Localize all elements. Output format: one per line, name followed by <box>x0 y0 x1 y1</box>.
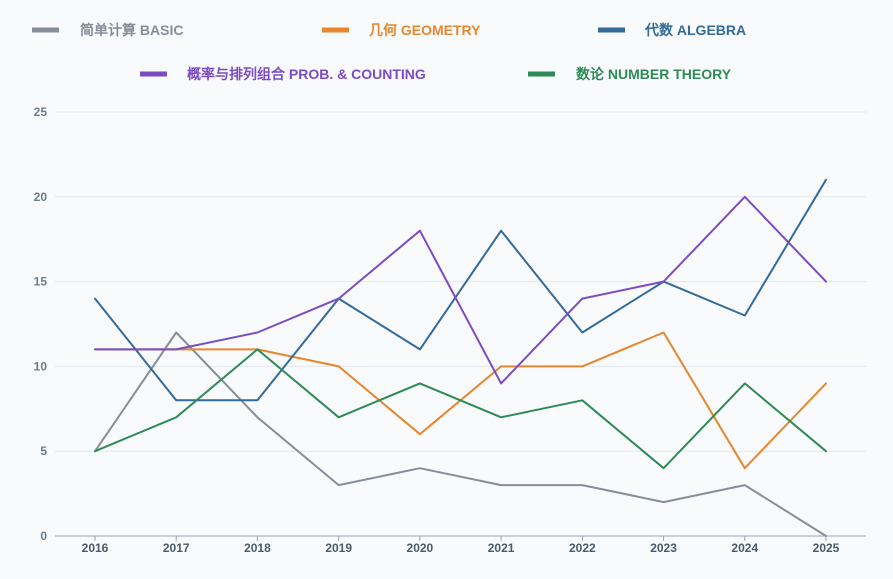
legend-swatch <box>322 27 349 33</box>
series-line-4 <box>94 348 827 470</box>
gridlines <box>55 111 866 452</box>
legend-label: 几何 GEOMETRY <box>369 22 481 38</box>
y-tick-label: 25 <box>34 105 48 119</box>
series-lines <box>94 178 827 537</box>
y-tick-label: 20 <box>34 190 48 204</box>
x-tick-label: 2016 <box>82 541 109 555</box>
legend: 简单计算 BASIC 几何 GEOMETRY 代数 ALGEBRA 概率与排列组合 P… <box>32 22 746 82</box>
legend-label: 代数 ALGEBRA <box>644 22 746 38</box>
x-tick-label: 2018 <box>244 541 271 555</box>
legend-swatch <box>528 71 555 77</box>
x-tick-label: 2020 <box>407 541 434 555</box>
series-line-2 <box>94 178 827 402</box>
series-line-3 <box>94 195 827 385</box>
x-tick-label: 2017 <box>163 541 190 555</box>
x-tick-label: 2019 <box>325 541 352 555</box>
legend-swatch <box>140 71 167 77</box>
legend-swatch <box>32 27 59 33</box>
x-tick-label: 2021 <box>488 541 515 555</box>
x-tick-label: 2022 <box>569 541 596 555</box>
x-tick-label: 2023 <box>650 541 677 555</box>
series-line-0 <box>94 331 827 537</box>
y-tick-label: 15 <box>34 275 48 289</box>
legend-label: 数论 NUMBER THEORY <box>576 66 732 82</box>
legend-swatch <box>598 27 625 33</box>
x-tick-label: 2025 <box>813 541 840 555</box>
legend-label: 简单计算 BASIC <box>80 22 183 38</box>
y-tick-label: 10 <box>34 359 48 373</box>
x-tick-label: 2024 <box>731 541 758 555</box>
legend-label: 概率与排列组合 PROB. & COUNTING <box>187 66 426 82</box>
y-tick-label: 0 <box>40 529 47 543</box>
y-tick-label: 5 <box>40 444 47 458</box>
